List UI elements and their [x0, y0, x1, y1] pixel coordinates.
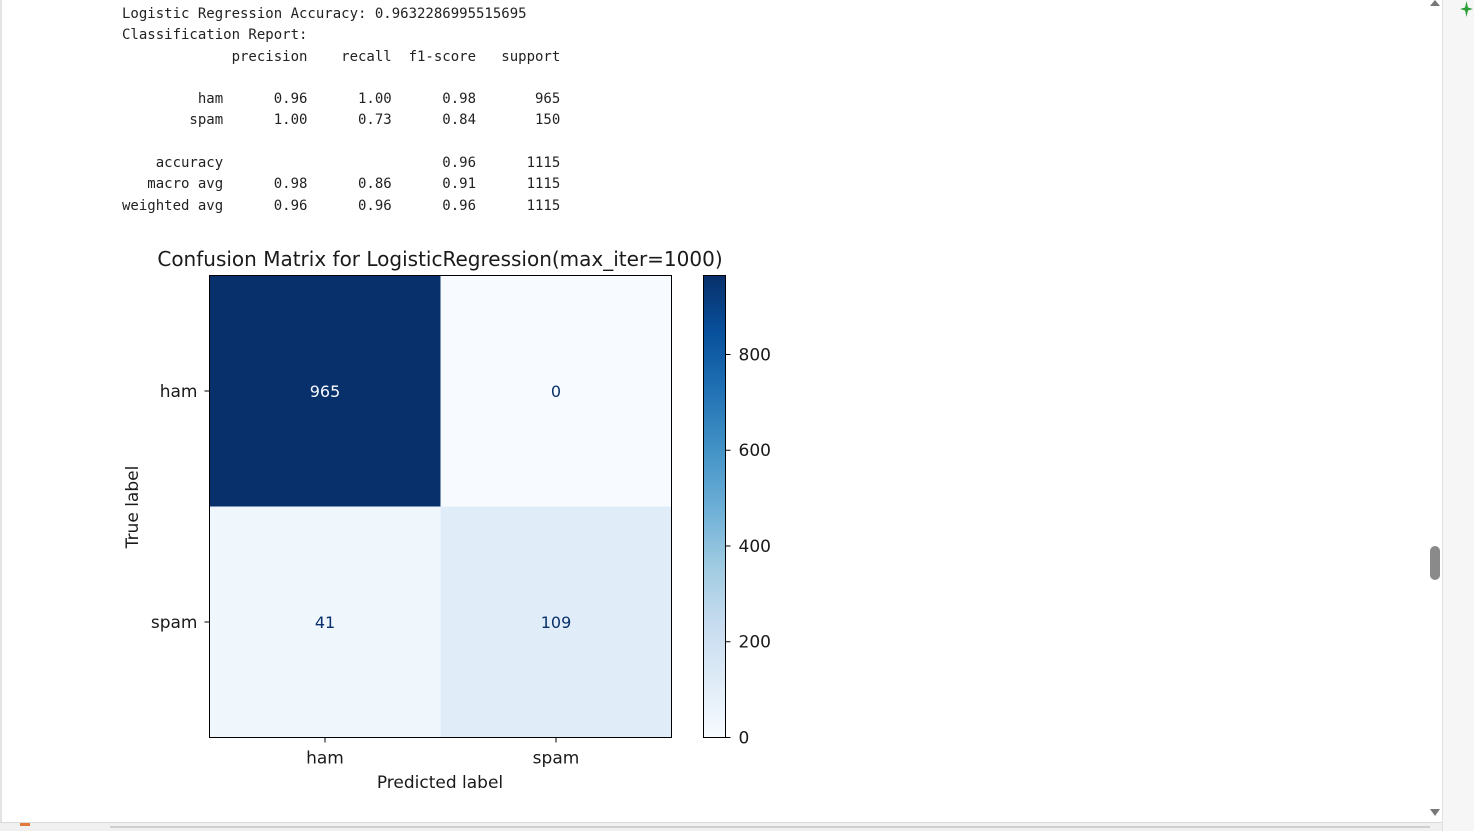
y-axis-label: True label: [123, 466, 143, 550]
scroll-up-arrow-icon[interactable]: [1429, 0, 1441, 6]
matrix-cell-value: 965: [310, 382, 341, 401]
y-axis-ticks: ham spam: [151, 382, 210, 633]
colorbar-tick-label: 600: [739, 441, 771, 461]
colorbar: [703, 275, 726, 738]
x-tick-label-ham: ham: [306, 749, 344, 769]
matrix-cells: [209, 275, 672, 738]
matrix-cell-value: 109: [541, 613, 572, 632]
horizontal-scrollbar-track[interactable]: [110, 826, 1430, 828]
matrix-cell-ham-spam: [440, 275, 672, 507]
y-tick-label-ham: ham: [160, 382, 198, 402]
scroll-down-arrow-icon[interactable]: [1429, 806, 1441, 818]
chart-title: Confusion Matrix for LogisticRegression(…: [157, 247, 722, 271]
y-tick-label-spam: spam: [151, 613, 198, 633]
x-axis-ticks: ham spam: [306, 737, 580, 769]
matrix-cell-spam-ham: [209, 506, 441, 738]
colorbar-tick-label: 200: [739, 633, 771, 653]
colorbar-tick-label: 400: [739, 537, 771, 557]
status-marker: [20, 823, 30, 826]
x-tick-label-spam: spam: [533, 749, 580, 769]
scrollbar-thumb[interactable]: [1430, 546, 1440, 580]
matrix-cell-ham-ham: [209, 275, 441, 507]
confusion-matrix-chart: Confusion Matrix for LogisticRegression(…: [123, 247, 771, 793]
matrix-cell-value: 0: [551, 382, 561, 401]
horizontal-scrollbar[interactable]: [0, 822, 1442, 831]
colorbar-tick-label: 800: [739, 345, 771, 365]
matrix-cell-labels: 965 0 41 109: [310, 382, 572, 632]
right-gutter: [1442, 0, 1474, 831]
add-cell-plus-icon[interactable]: [1459, 0, 1474, 18]
matrix-frame: [209, 275, 672, 738]
matrix-cell-value: 41: [315, 613, 335, 632]
colorbar-ticks: 0 200 400 600 800: [725, 345, 771, 749]
x-axis-label: Predicted label: [377, 773, 503, 793]
notebook-output-area: Logistic Regression Accuracy: 0.96322869…: [0, 0, 1444, 822]
matrix-cell-spam-spam: [440, 506, 672, 738]
colorbar-tick-label: 0: [739, 729, 750, 749]
vertical-scrollbar[interactable]: [1426, 0, 1444, 822]
classification-report-output: Logistic Regression Accuracy: 0.96322869…: [122, 6, 561, 214]
